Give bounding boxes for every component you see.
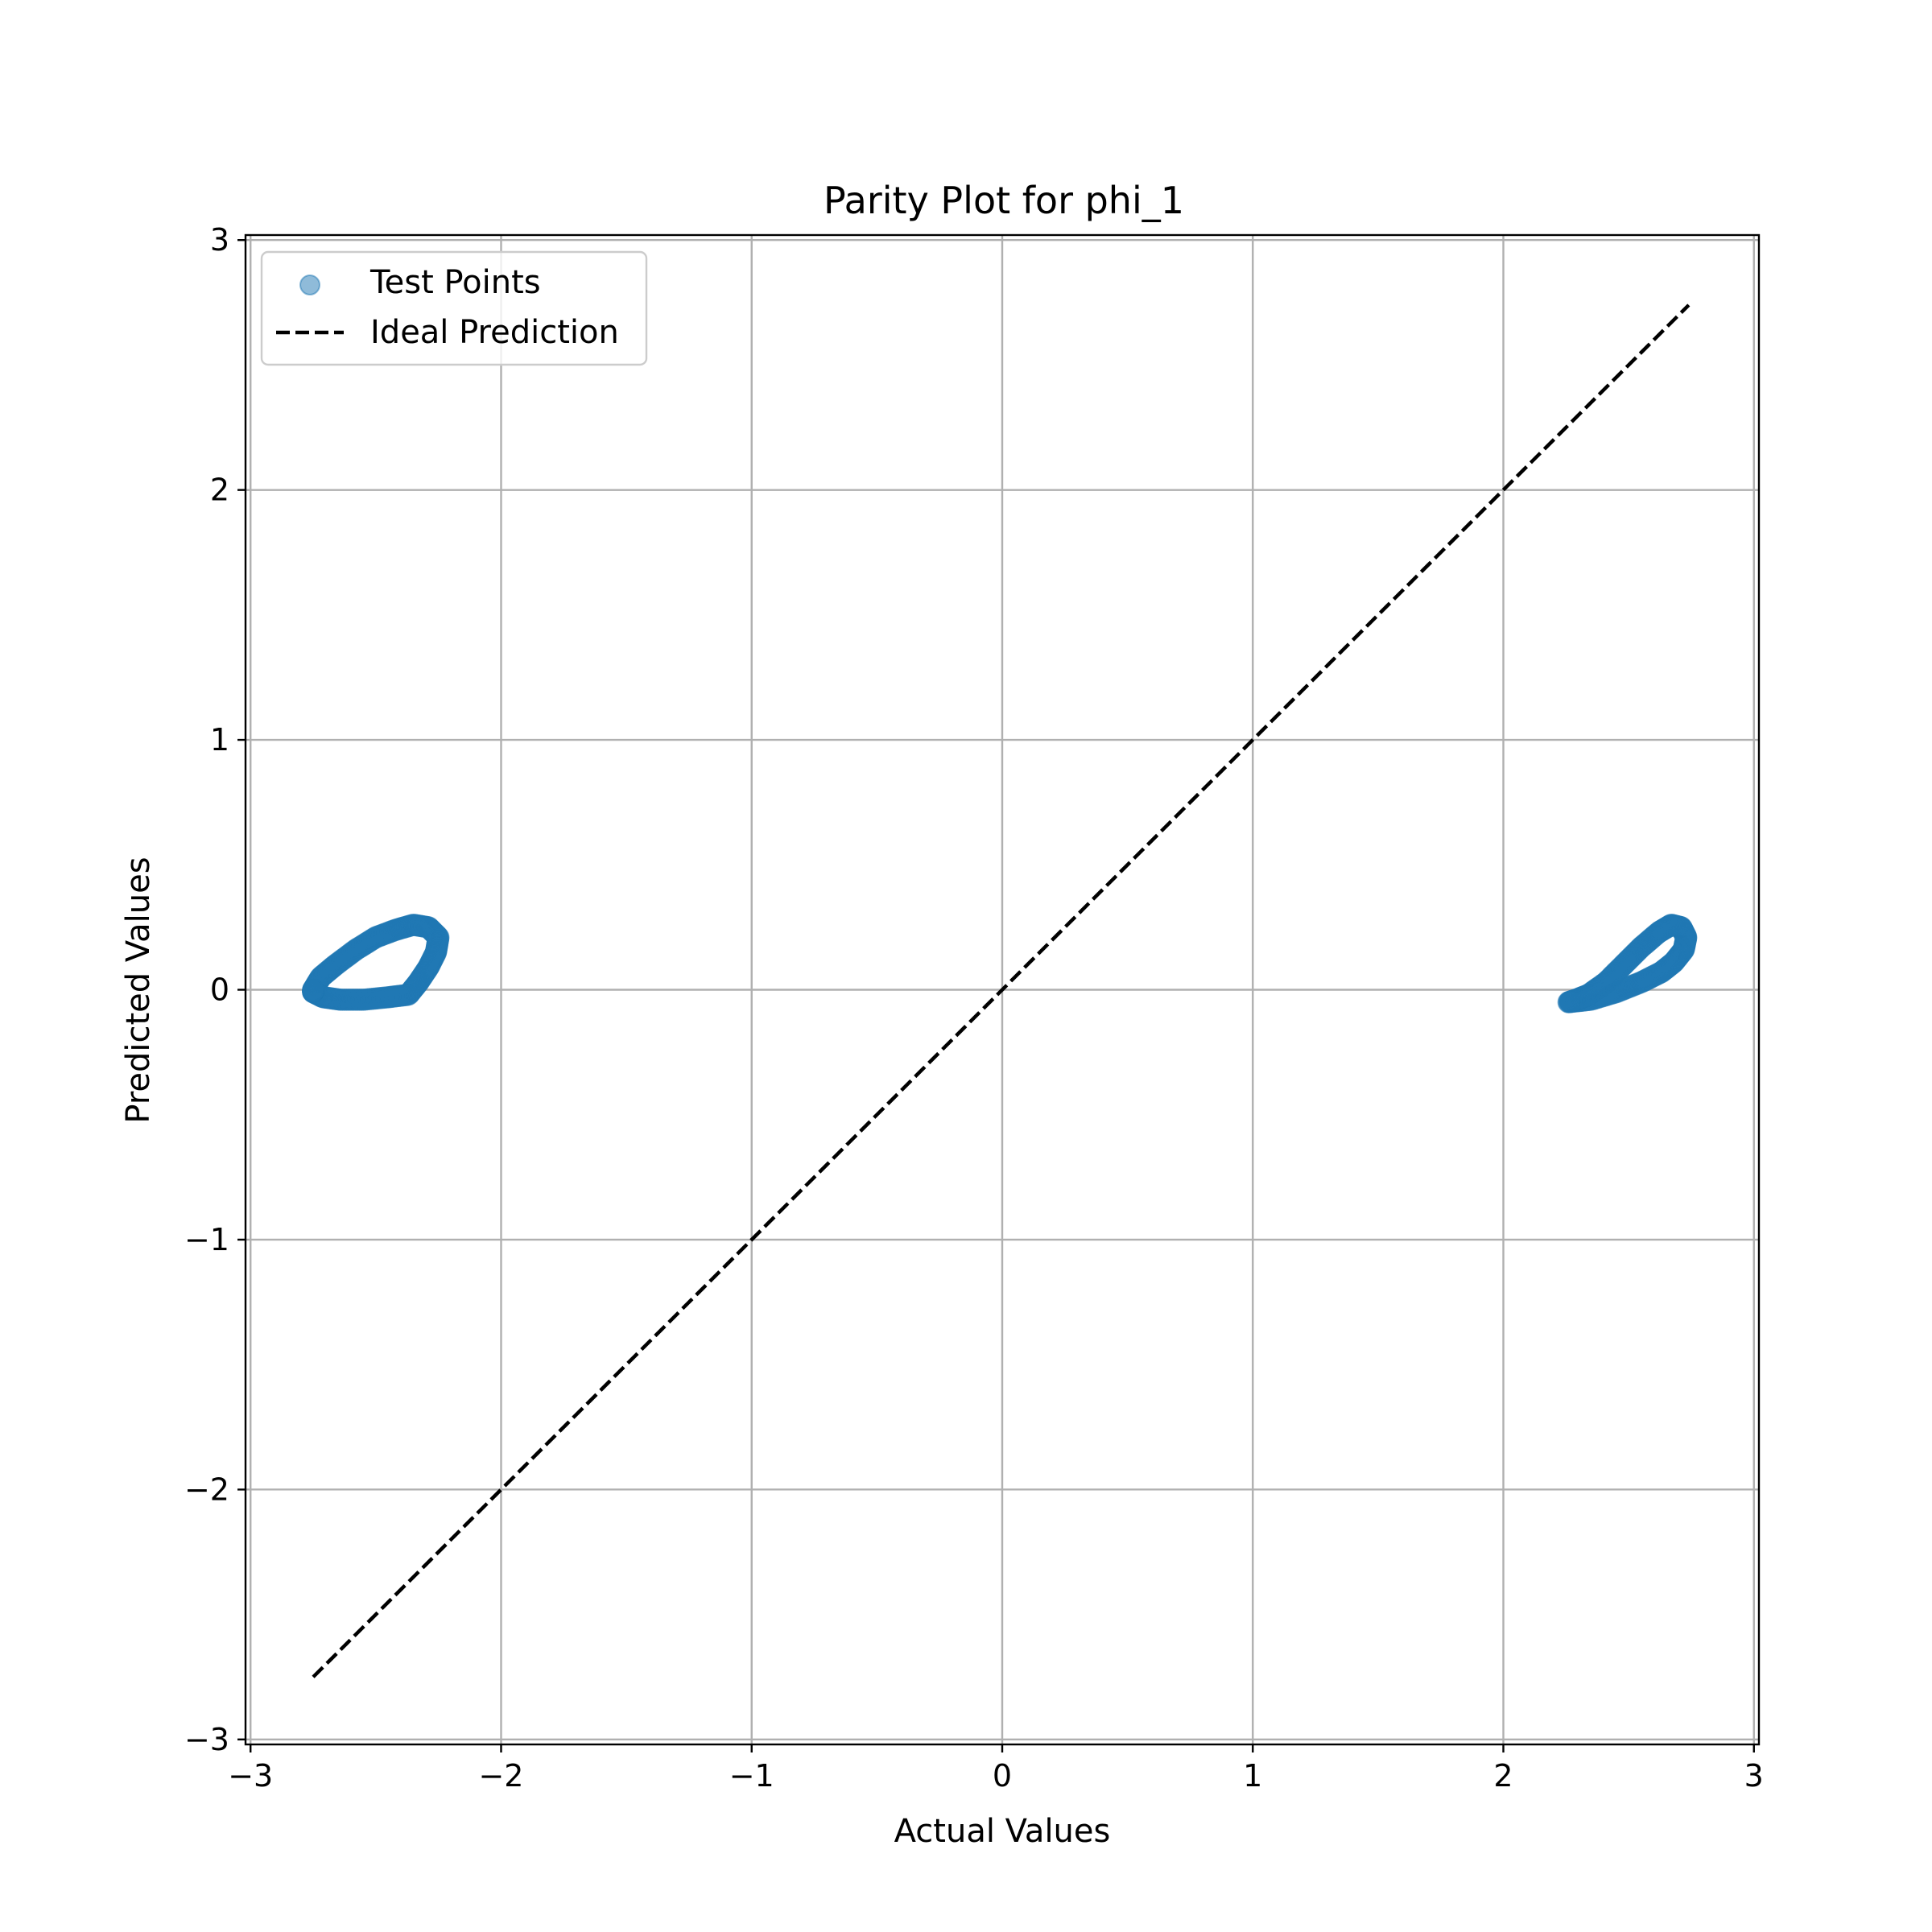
x-tick-label: 2 — [1493, 1758, 1513, 1794]
scatter-point — [1558, 991, 1580, 1013]
legend-label-ideal-prediction: Ideal Prediction — [370, 314, 619, 351]
legend-box — [260, 250, 648, 366]
legend-marker-test-points — [299, 275, 320, 295]
axis-ticks: −3 −2 −1 0 1 2 3 −3 −2 −1 0 1 2 3 — [184, 222, 1764, 1794]
x-tick-label: −3 — [228, 1758, 273, 1794]
scatter-series-test-points — [302, 914, 1698, 1013]
chart-title: Parity Plot for phi_1 — [824, 179, 1184, 222]
plot-frame — [244, 233, 1761, 1746]
legend: Test Points Ideal Prediction — [260, 250, 648, 366]
plot-marks — [302, 303, 1698, 1678]
y-tick-label: −3 — [184, 1722, 229, 1757]
x-tick-label: 1 — [1243, 1758, 1262, 1794]
y-axis-label: Predicted Values — [120, 857, 157, 1123]
x-tick-label: −1 — [729, 1758, 774, 1794]
y-tick-label: 2 — [210, 473, 229, 508]
x-tick-label: −2 — [478, 1758, 523, 1794]
y-tick-label: −1 — [184, 1222, 229, 1257]
legend-label-test-points: Test Points — [369, 264, 541, 301]
x-axis-label: Actual Values — [894, 1813, 1111, 1850]
x-tick-label: 3 — [1744, 1758, 1764, 1794]
x-tick-label: 0 — [993, 1758, 1012, 1794]
y-tick-label: 0 — [210, 972, 229, 1008]
y-tick-label: 1 — [210, 722, 229, 758]
scatter-point — [302, 979, 324, 1001]
ideal-prediction-line — [312, 303, 1690, 1678]
y-tick-label: −2 — [184, 1472, 229, 1507]
y-tick-label: 3 — [210, 222, 229, 258]
